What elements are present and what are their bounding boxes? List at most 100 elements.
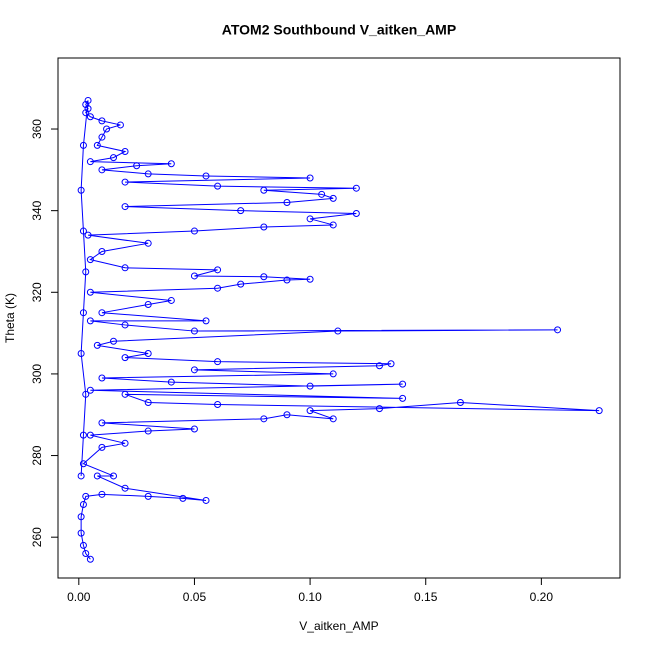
point <box>82 109 90 117</box>
point <box>190 425 198 433</box>
point <box>110 154 118 162</box>
point <box>98 419 106 427</box>
point <box>77 529 85 537</box>
point <box>86 288 94 296</box>
point <box>121 439 129 447</box>
point <box>260 415 268 423</box>
point <box>456 398 464 406</box>
point <box>121 147 129 155</box>
point <box>283 411 291 419</box>
x-tick-label: 0.15 <box>414 590 438 604</box>
point <box>121 390 129 398</box>
point <box>133 162 141 170</box>
point <box>595 407 603 415</box>
y-tick-label: 340 <box>30 200 44 220</box>
point <box>283 198 291 206</box>
point <box>110 337 118 345</box>
point <box>190 272 198 280</box>
y-tick-label: 360 <box>30 119 44 139</box>
point <box>399 394 407 402</box>
point <box>79 309 87 317</box>
point <box>306 174 314 182</box>
point <box>77 350 85 358</box>
point <box>202 172 210 180</box>
point <box>98 133 106 141</box>
point <box>98 374 106 382</box>
point <box>121 354 129 362</box>
point <box>375 405 383 413</box>
point <box>306 407 314 415</box>
point <box>329 194 337 202</box>
point <box>93 341 101 349</box>
point <box>202 496 210 504</box>
point <box>179 494 187 502</box>
point <box>121 178 129 186</box>
point <box>82 101 90 109</box>
point <box>260 273 268 281</box>
point <box>98 309 106 317</box>
point <box>79 141 87 149</box>
point <box>86 256 94 264</box>
point <box>144 301 152 309</box>
point <box>352 184 360 192</box>
point <box>214 284 222 292</box>
point <box>77 186 85 194</box>
point <box>190 327 198 335</box>
point <box>329 370 337 378</box>
point <box>110 472 118 480</box>
point <box>214 401 222 409</box>
point <box>82 268 90 276</box>
point <box>98 247 106 255</box>
point <box>387 360 395 368</box>
point <box>84 96 92 104</box>
point <box>144 350 152 358</box>
point <box>98 117 106 125</box>
point <box>79 431 87 439</box>
point <box>375 362 383 370</box>
x-axis-label: V_aitken_AMP <box>299 619 378 633</box>
x-tick-label: 0.20 <box>530 590 554 604</box>
point <box>190 227 198 235</box>
point <box>77 513 85 521</box>
point <box>93 141 101 149</box>
point <box>306 215 314 223</box>
point <box>93 472 101 480</box>
point <box>554 326 562 334</box>
point <box>214 182 222 190</box>
point <box>84 231 92 239</box>
point <box>144 170 152 178</box>
chart-title: ATOM2 Southbound V_aitken_AMP <box>222 22 456 38</box>
point <box>329 221 337 229</box>
point <box>98 490 106 498</box>
point <box>82 390 90 398</box>
point <box>202 317 210 325</box>
point <box>116 121 124 129</box>
point <box>86 158 94 166</box>
point <box>306 275 314 283</box>
x-tick-label: 0.00 <box>67 590 91 604</box>
point <box>79 541 87 549</box>
point <box>167 378 175 386</box>
point <box>167 296 175 304</box>
point <box>121 264 129 272</box>
point <box>121 321 129 329</box>
point <box>283 276 291 284</box>
point <box>103 125 111 133</box>
point <box>98 166 106 174</box>
y-tick-label: 320 <box>30 282 44 302</box>
point <box>86 317 94 325</box>
x-tick-label: 0.05 <box>183 590 207 604</box>
point <box>237 207 245 215</box>
point <box>144 427 152 435</box>
point <box>98 443 106 451</box>
point <box>84 105 92 113</box>
point <box>121 203 129 211</box>
series-line <box>80 100 600 560</box>
y-tick-label: 260 <box>30 527 44 547</box>
point <box>144 398 152 406</box>
point <box>329 415 337 423</box>
point <box>79 227 87 235</box>
point <box>306 382 314 390</box>
point <box>82 492 90 500</box>
